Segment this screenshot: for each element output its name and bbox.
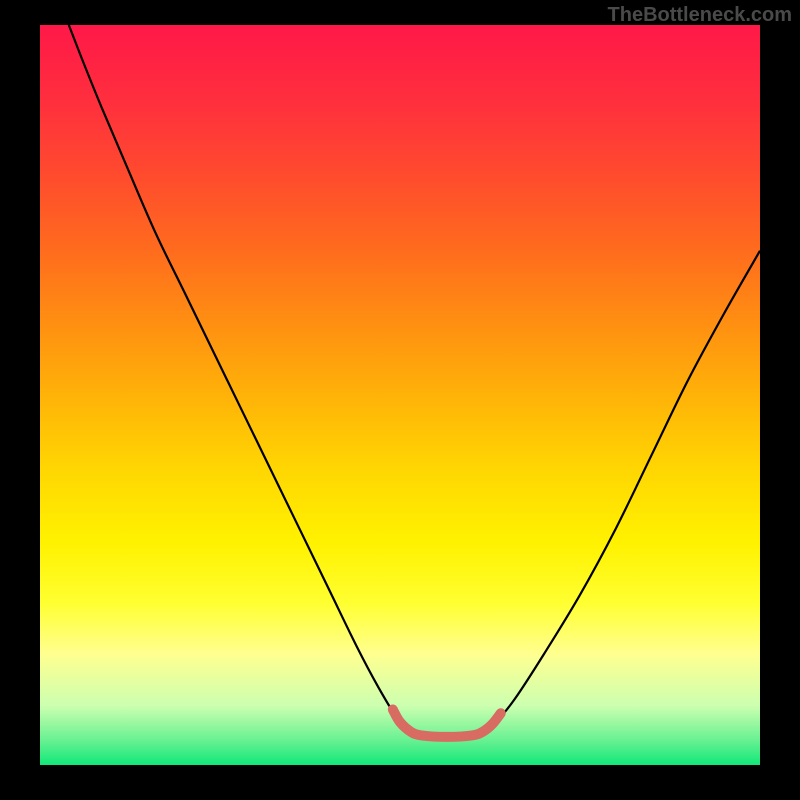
watermark-text: TheBottleneck.com: [608, 4, 792, 27]
chart-gradient-background: [40, 25, 760, 765]
chart-plot-area: [40, 25, 760, 765]
